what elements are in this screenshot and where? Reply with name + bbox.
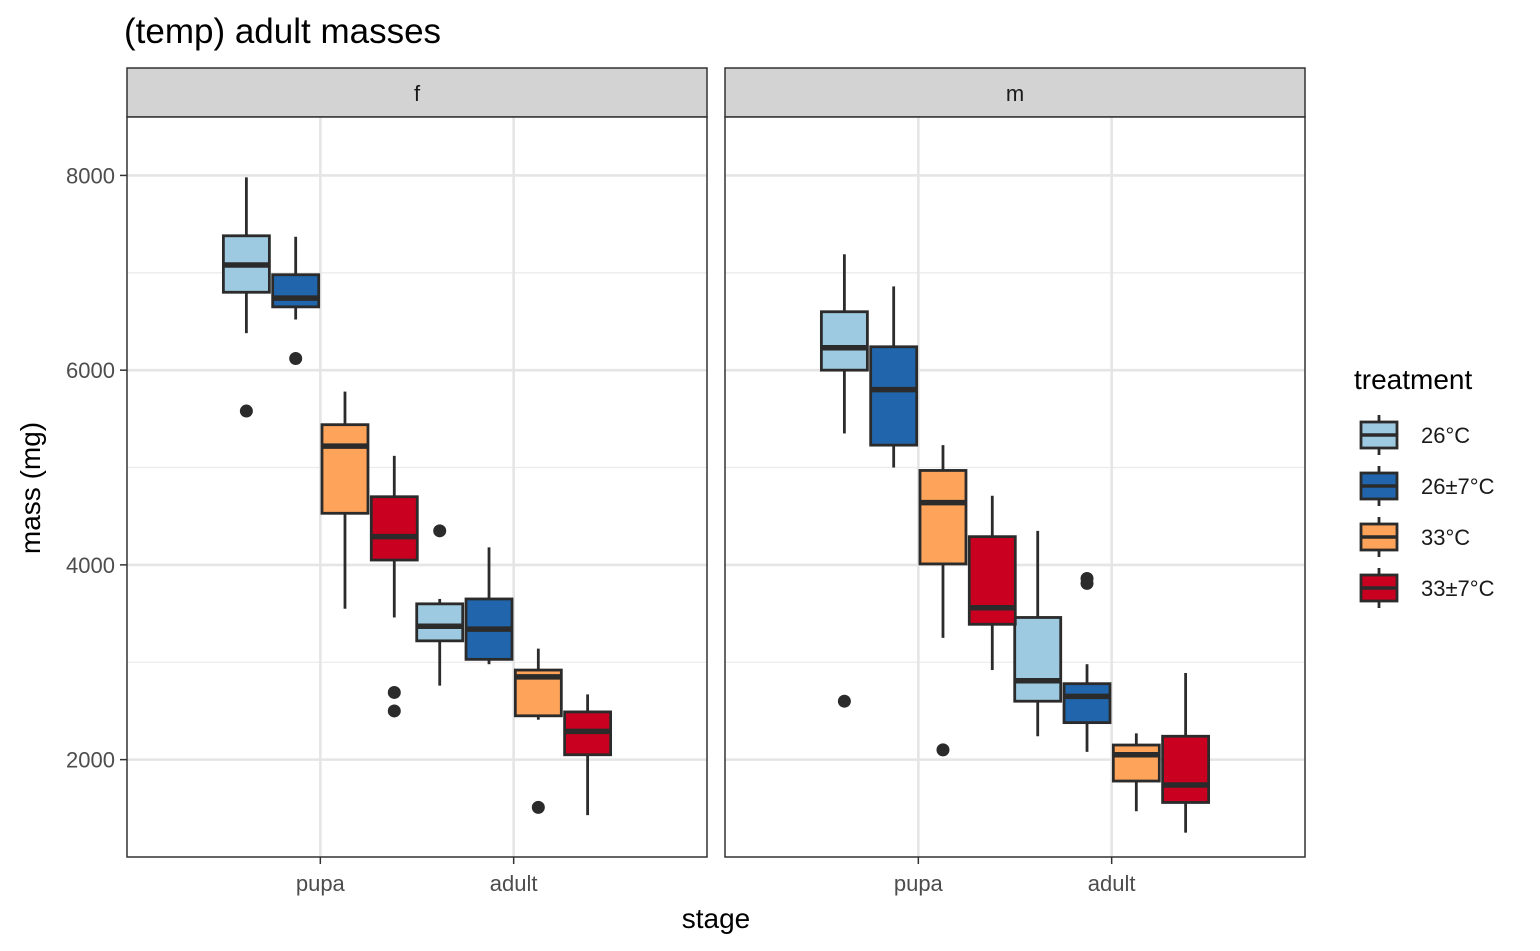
box [918, 469, 968, 566]
chart-title: (temp) adult masses [124, 12, 441, 51]
panel-border [126, 116, 708, 858]
x-axis-title: stage [682, 903, 751, 934]
x-tick-label: pupa [296, 871, 346, 896]
outlier-point [289, 351, 303, 365]
outlier-point [837, 694, 851, 708]
outlier-point [1080, 576, 1094, 590]
panel-background [127, 117, 707, 857]
legend-label: 26°C [1421, 423, 1470, 448]
outlier-point [936, 743, 950, 757]
box [869, 345, 919, 447]
x-tick-label: pupa [894, 871, 944, 896]
legend-title: treatment [1354, 364, 1472, 395]
box [271, 273, 321, 309]
panel-background [725, 117, 1305, 857]
facet-strip-background [724, 67, 1306, 118]
box [967, 535, 1017, 626]
outlier-point [387, 685, 401, 699]
legend-label: 33±7°C [1421, 576, 1495, 601]
legend: treatment 26°C 26±7°C 33°C 33±7°C [1354, 364, 1495, 608]
y-tick-label: 4000 [66, 553, 115, 578]
box [1062, 682, 1112, 725]
outlier-point [239, 404, 253, 418]
x-tick-label: adult [1088, 871, 1136, 896]
box [1111, 743, 1161, 783]
legend-label: 33°C [1421, 525, 1470, 550]
facet-strip-label: m [1006, 81, 1024, 106]
box [320, 423, 370, 515]
box [415, 602, 465, 643]
facet-strip-label: f [414, 81, 421, 106]
y-tick-label: 6000 [66, 358, 115, 383]
box [1013, 616, 1063, 703]
outlier-point [433, 524, 447, 538]
facet-panels: f pupa adult m pupa adult 2000 4000 6000 8000 [66, 67, 1306, 896]
x-tick-label: adult [490, 871, 538, 896]
outlier-point [531, 800, 545, 814]
facet-strip-background [126, 67, 708, 118]
box [369, 495, 419, 562]
panel-border [724, 116, 1306, 858]
box [1161, 734, 1211, 804]
box [819, 310, 869, 372]
y-axis-title: mass (mg) [15, 422, 46, 554]
outlier-point [387, 704, 401, 718]
y-tick-label: 8000 [66, 163, 115, 188]
y-tick-label: 2000 [66, 748, 115, 773]
legend-label: 26±7°C [1421, 474, 1495, 499]
